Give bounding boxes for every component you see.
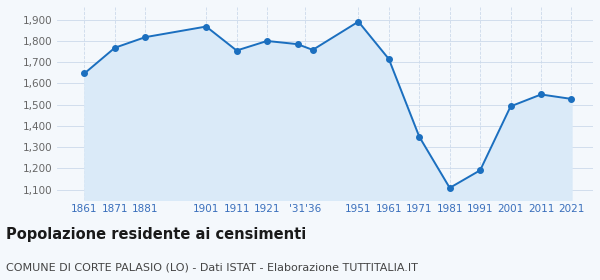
Point (308, 48, 317, 52)
Point (140, 35, 150, 39)
Point (506, 104, 515, 109)
Point (80, 71, 89, 76)
Point (262, 39, 272, 43)
Point (353, 19, 363, 24)
Text: COMUNE DI CORTE PALASIO (LO) - Dati ISTAT - Elaborazione TUTTITALIA.IT: COMUNE DI CORTE PALASIO (LO) - Dati ISTA… (6, 263, 418, 273)
Point (475, 168, 485, 172)
Point (536, 92, 546, 97)
Point (384, 57, 394, 61)
Point (110, 46, 119, 50)
Text: Popolazione residente ai censimenti: Popolazione residente ai censimenti (6, 227, 306, 242)
Point (232, 48, 241, 53)
Point (415, 134, 424, 139)
Point (293, 42, 302, 46)
Point (445, 186, 455, 190)
Point (566, 97, 576, 101)
Point (202, 24, 211, 29)
